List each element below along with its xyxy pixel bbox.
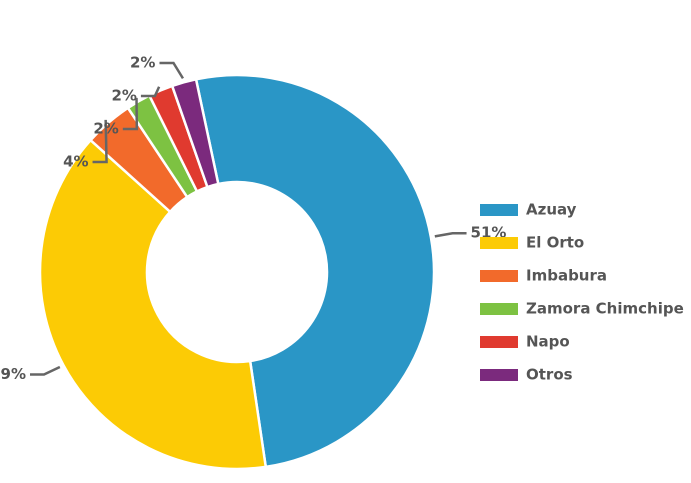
donut-slice xyxy=(170,77,220,189)
donut-slice xyxy=(38,138,268,471)
legend-label: Napo xyxy=(526,333,570,351)
legend-label: Imbabura xyxy=(526,267,607,285)
legend-label: Zamora Chimchipe xyxy=(526,300,684,318)
donut-slice xyxy=(194,73,436,469)
leader-line xyxy=(159,61,185,80)
legend-label: El Orto xyxy=(526,234,584,252)
data-label: 39% xyxy=(0,365,26,383)
legend-label: Otros xyxy=(526,366,573,384)
legend-swatch xyxy=(480,369,518,381)
leader-line xyxy=(140,86,161,98)
leader-line xyxy=(122,97,139,131)
legend-swatch xyxy=(480,336,518,348)
leader-line xyxy=(92,119,108,164)
legend-swatch xyxy=(480,204,518,216)
data-label: 4% xyxy=(63,152,88,170)
data-label: 2% xyxy=(93,119,118,137)
leader-line xyxy=(29,365,61,376)
data-label: 2% xyxy=(130,53,155,71)
legend-swatch xyxy=(480,270,518,282)
leader-line xyxy=(434,231,467,238)
legend-swatch xyxy=(480,237,518,249)
legend-label: Azuay xyxy=(526,201,577,219)
data-label: 2% xyxy=(111,86,136,104)
legend-swatch xyxy=(480,303,518,315)
